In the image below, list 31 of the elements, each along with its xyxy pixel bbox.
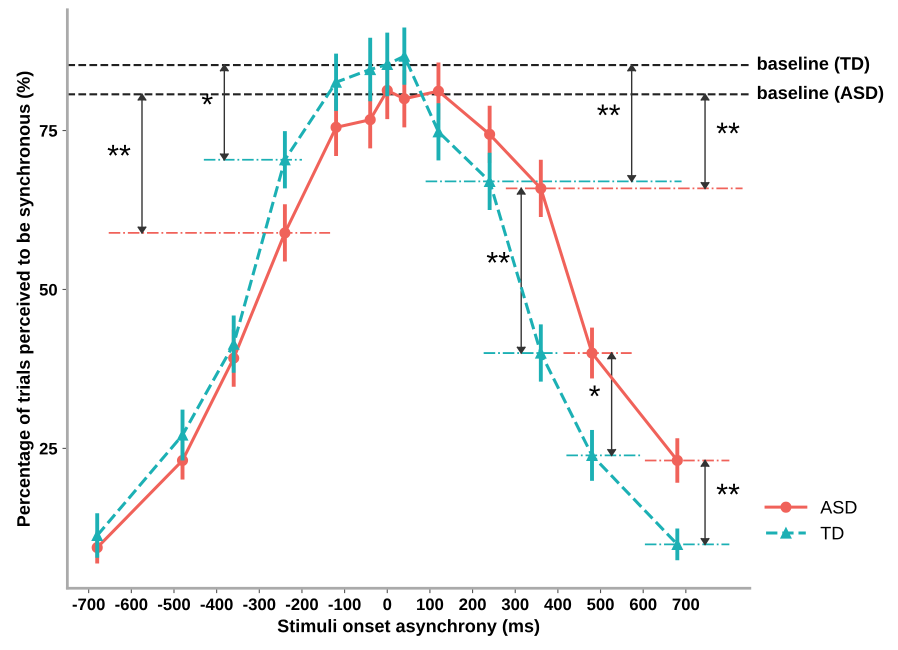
y-axis-title: Percentage of trials perceived to be synchronous (%) <box>16 72 34 526</box>
legend-label: TD <box>820 526 844 540</box>
ref-line-label: baseline (ASD) <box>758 86 884 103</box>
x-axis-title: Stimuli onset asynchrony (ms) <box>278 619 540 636</box>
x-tick-label: 600 <box>630 598 656 610</box>
annotation: ** <box>486 252 510 263</box>
x-tick-label: -200 <box>286 598 318 610</box>
annotation: * <box>202 94 213 104</box>
x-tick-label: 100 <box>417 598 444 610</box>
x-tick-label: 700 <box>672 598 700 610</box>
y-tick-label: 50 <box>40 284 57 296</box>
x-tick-label: -700 <box>72 598 105 610</box>
x-tick-label: -600 <box>115 598 148 610</box>
x-tick-label: 400 <box>544 598 572 610</box>
x-tick-label: 300 <box>502 598 528 610</box>
ref-line-label: baseline (TD) <box>758 56 870 74</box>
x-tick-label: 500 <box>587 598 614 610</box>
annotation: * <box>589 386 600 396</box>
y-tick-label: 25 <box>40 442 58 455</box>
x-tick-label: -100 <box>328 598 361 610</box>
annotation: ** <box>597 104 620 116</box>
x-tick-label: 200 <box>459 598 486 610</box>
annotation: ** <box>716 122 740 134</box>
x-tick-label: -300 <box>243 598 276 610</box>
legend-label: ASD <box>820 500 857 514</box>
annotation: ** <box>716 484 740 494</box>
annotation: ** <box>108 144 130 156</box>
y-tick-label: 75 <box>40 125 58 137</box>
x-tick-label: 0 <box>383 598 392 610</box>
x-tick-label: -400 <box>200 598 233 610</box>
x-tick-label: -500 <box>158 598 190 610</box>
